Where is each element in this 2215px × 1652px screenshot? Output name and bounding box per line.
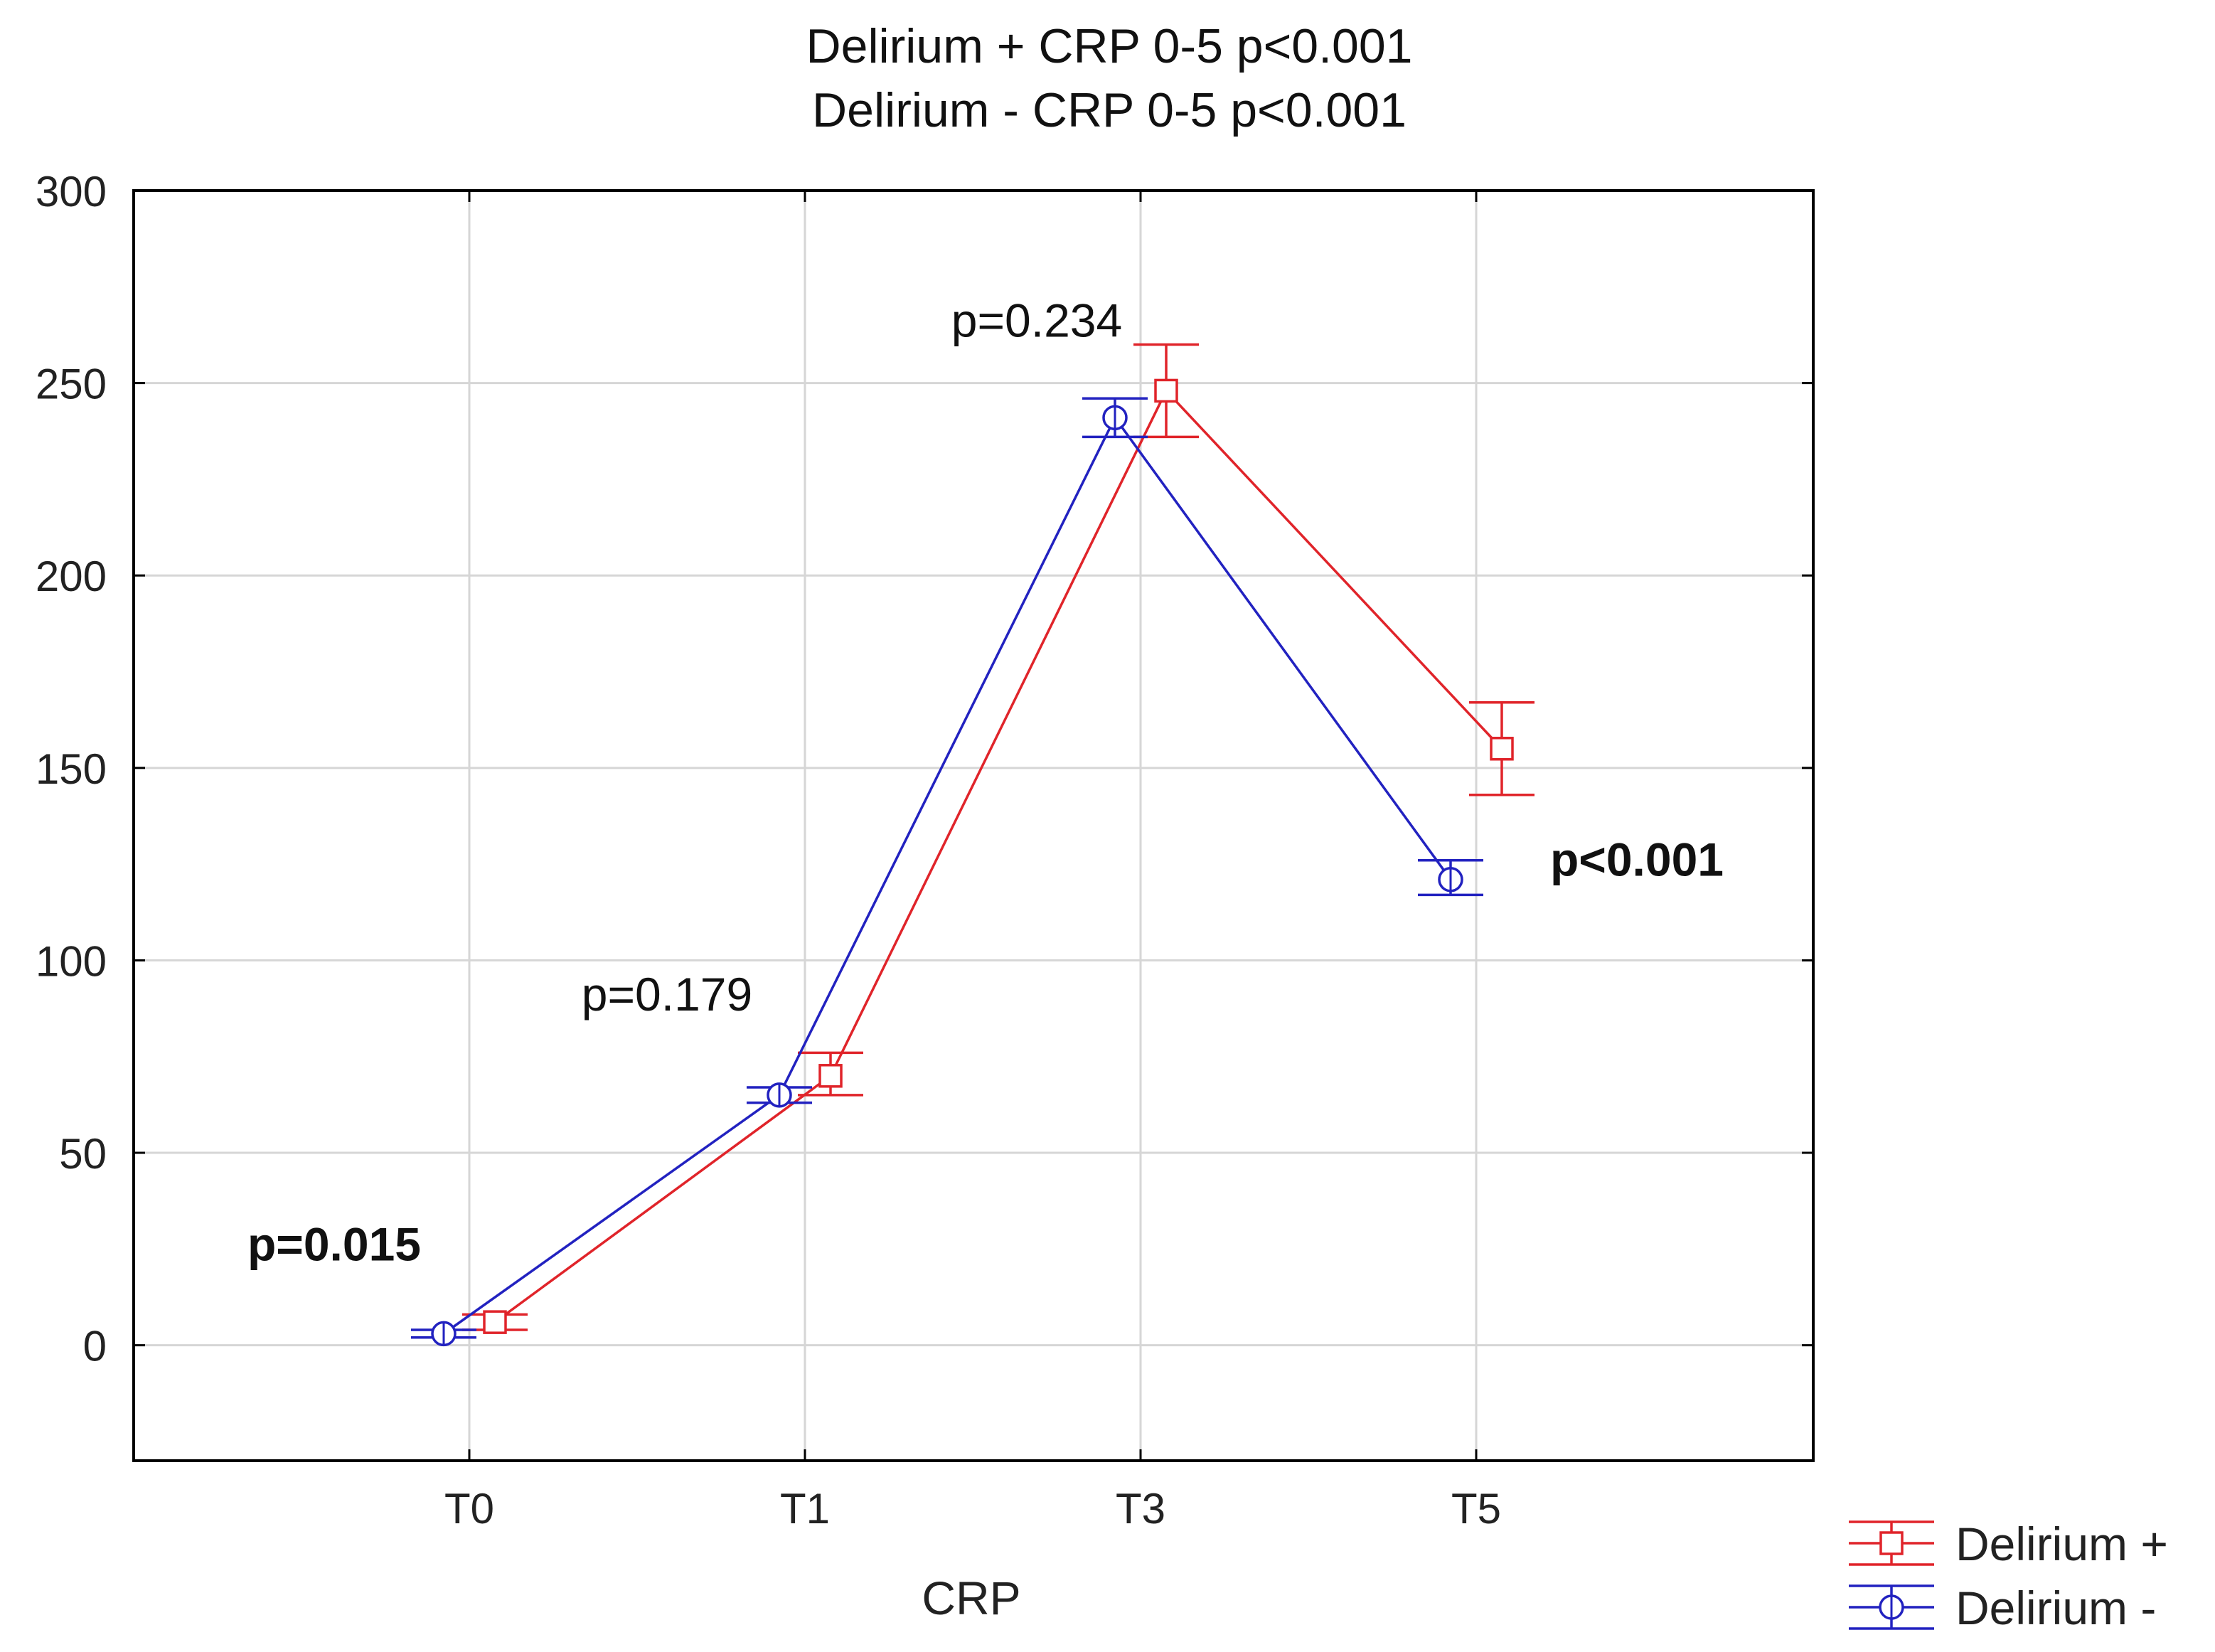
x-tick-labels: T0 T1 T3 T5 [444,1485,1501,1533]
series-delirium-minus [411,397,1483,1347]
annotation-label: p=0.179 [582,968,752,1020]
annotation-label: p=0.234 [951,294,1122,347]
series-delirium-plus [462,343,1535,1334]
legend: Delirium + Delirium - [1849,1518,2168,1634]
series-line [442,415,1452,1335]
annotation-label: p<0.001 [1550,833,1724,885]
x-axis-label: CRP [922,1572,1020,1624]
data-point [818,1064,843,1088]
y-tick-label: 250 [36,361,107,408]
y-tick-label: 150 [36,745,107,793]
x-tick-label: T5 [1451,1485,1501,1533]
annotation-label: p=0.015 [247,1218,421,1271]
y-tick-label: 200 [36,553,107,600]
y-tick-label: 50 [59,1130,107,1178]
legend-item: Delirium - [1849,1582,2156,1634]
annotations: p=0.015 p=0.179 p=0.234 p<0.001 [247,294,1724,1271]
data-point [1490,737,1514,761]
data-point [1154,378,1178,403]
y-tick-labels: 0 50 100 150 200 250 300 [36,168,107,1370]
x-tick-label: T0 [444,1485,494,1533]
y-tick-label: 100 [36,937,107,985]
chart-title-line-1: Delirium + CRP 0-5 p<0.001 [806,19,1413,73]
y-tick-label: 300 [36,168,107,215]
chart-title-line-2: Delirium - CRP 0-5 p<0.001 [812,83,1407,137]
legend-label: Delirium - [1955,1582,2156,1634]
legend-item: Delirium + [1849,1518,2168,1570]
legend-label: Delirium + [1955,1518,2168,1570]
x-tick-label: T1 [780,1485,830,1533]
y-tick-label: 0 [83,1323,107,1370]
data-point [483,1310,507,1334]
series-group [411,343,1535,1347]
plot-frame [132,189,1815,1462]
legend-marker [1879,1531,1904,1555]
series-line [493,388,1503,1323]
x-tick-label: T3 [1116,1485,1165,1533]
